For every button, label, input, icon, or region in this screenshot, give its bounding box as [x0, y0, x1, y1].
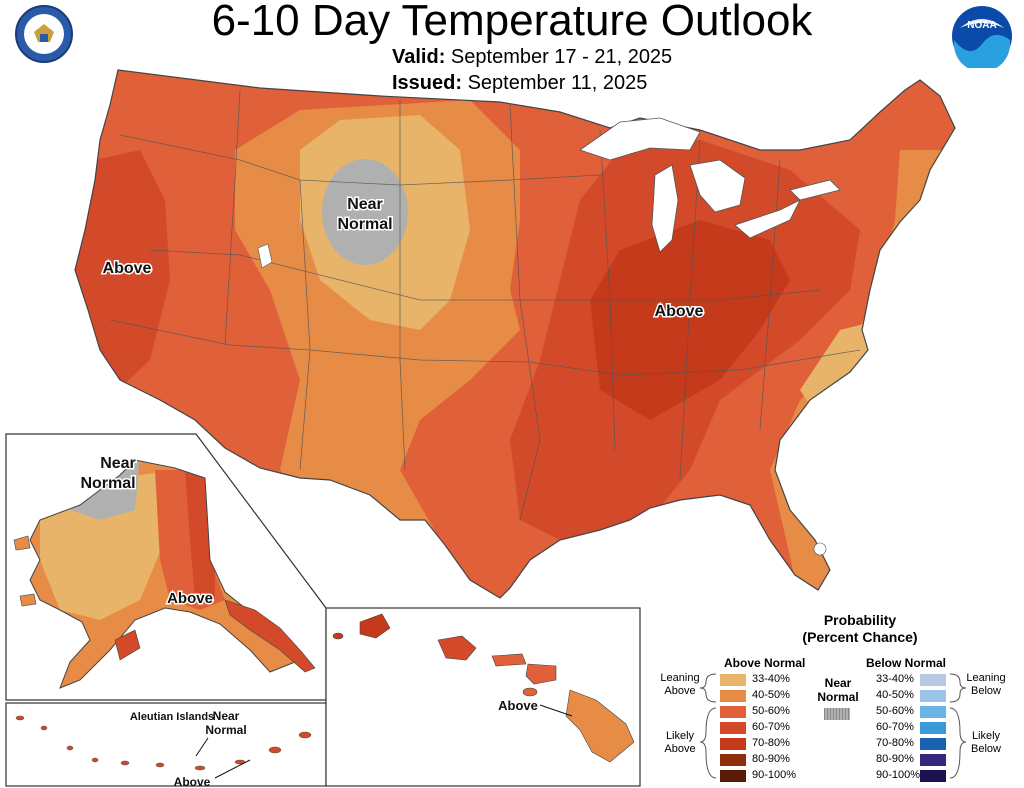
above-range-label: 40-50%	[752, 689, 790, 701]
likely-above-1: Likely	[665, 730, 695, 742]
valid-dates: Valid: September 17 - 21, 2025	[392, 46, 672, 69]
below-range-label: 33-40%	[876, 673, 914, 685]
legend-title-line1: Probability	[823, 612, 897, 628]
below-range-label: 90-100%	[876, 769, 921, 781]
great-lakes	[579, 117, 841, 253]
above-swatch	[720, 674, 746, 686]
likely-above-label: Likely Above	[650, 730, 710, 756]
below-swatch	[920, 770, 946, 782]
aleutian-near-top: Near	[213, 709, 240, 723]
leaning-below-1: Leaning	[966, 672, 1006, 684]
below-range-label: 60-70%	[876, 721, 914, 733]
commerce-seal-icon	[14, 4, 74, 69]
leaning-above-1: Leaning	[660, 672, 700, 684]
near-normal-label-bottom: Normal	[337, 216, 392, 233]
leaning-above-label: Leaning Above	[650, 672, 710, 698]
below-range-label: 40-50%	[876, 689, 914, 701]
above-range-label: 80-90%	[752, 753, 790, 765]
above-range-label: 60-70%	[752, 721, 790, 733]
above-swatch	[720, 690, 746, 702]
issued-date: Issued: September 11, 2025	[392, 72, 647, 95]
below-range-label: 70-80%	[876, 737, 914, 749]
leaning-below-2: Below	[971, 685, 1001, 697]
page-title: 6-10 Day Temperature Outlook	[211, 0, 813, 45]
leaning-below-label: Leaning Below	[956, 672, 1016, 698]
issued-value: September 11, 2025	[467, 72, 648, 94]
likely-below-2: Below	[971, 743, 1001, 755]
below-swatch	[920, 706, 946, 718]
issued-label: Issued:	[392, 72, 463, 94]
above-swatch	[720, 738, 746, 750]
hawaii-inset	[325, 607, 641, 787]
below-swatch	[920, 674, 946, 686]
above-swatch	[720, 706, 746, 718]
below-normal-header: Below Normal	[866, 656, 947, 670]
near-normal-swatch	[824, 708, 850, 720]
above-range-label: 90-100%	[752, 769, 797, 781]
above-east-label: Above	[655, 303, 704, 320]
above-range-label: 50-60%	[752, 705, 790, 717]
alaska-inset	[5, 433, 327, 701]
svg-text:NOAA: NOAA	[967, 20, 996, 31]
aleutian-above-label: Above	[174, 775, 211, 788]
above-range-label: 70-80%	[752, 737, 790, 749]
aleutian-inset	[5, 702, 327, 787]
legend-braces	[699, 673, 967, 779]
likely-above-2: Above	[664, 743, 696, 755]
legend-title-line2: (Percent Chance)	[802, 629, 918, 645]
near-head-line2: Normal	[817, 690, 859, 704]
aleutian-near-bottom: Normal	[205, 723, 246, 737]
legend: Probability (Percent Chance) Above Norma…	[650, 612, 1020, 788]
above-swatch	[720, 770, 746, 782]
leaning-above-2: Above	[664, 685, 696, 697]
legend-title: Probability (Percent Chance)	[760, 612, 960, 646]
below-range-label: 80-90%	[876, 753, 914, 765]
near-normal-label-top: Near	[347, 196, 383, 213]
ak-above-label: Above	[167, 590, 213, 607]
below-range-label: 50-60%	[876, 705, 914, 717]
below-swatch	[920, 722, 946, 734]
likely-below-label: Likely Below	[956, 730, 1016, 756]
above-swatch	[720, 722, 746, 734]
ak-near-label-bottom: Normal	[80, 475, 135, 492]
hawaii-above-label: Above	[498, 698, 538, 713]
near-normal-header: Near Normal	[816, 676, 860, 704]
above-range-label: 33-40%	[752, 673, 790, 685]
below-swatch	[920, 754, 946, 766]
valid-value: September 17 - 21, 2025	[450, 46, 673, 68]
header: 6-10 Day Temperature Outlook Valid: Sept…	[0, 0, 1024, 100]
near-head-line1: Near	[824, 676, 852, 690]
noaa-logo-icon: NOAA	[950, 4, 1014, 73]
ak-near-label-top: Near	[100, 455, 136, 472]
below-swatch	[920, 738, 946, 750]
likely-below-1: Likely	[971, 730, 1001, 742]
aleutian-title: Aleutian Islands	[130, 711, 214, 723]
above-swatch	[720, 754, 746, 766]
valid-label: Valid:	[392, 46, 446, 68]
below-swatch	[920, 690, 946, 702]
above-west-label: Above	[103, 260, 152, 277]
above-normal-header: Above Normal	[724, 656, 806, 670]
